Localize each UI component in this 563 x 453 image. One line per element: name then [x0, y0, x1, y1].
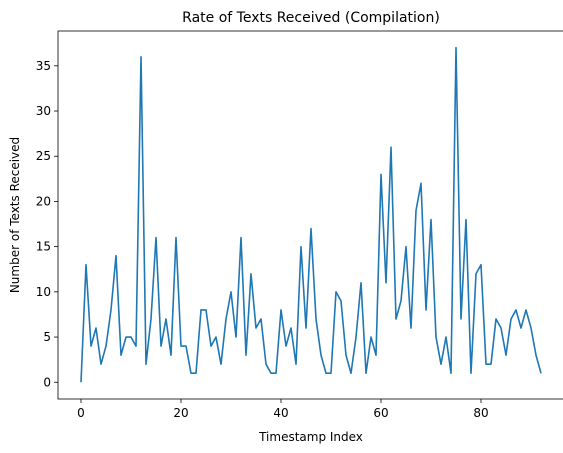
x-axis: 0 20 40 60 80: [77, 399, 489, 420]
x-tick-label: 60: [373, 406, 388, 420]
y-tick-label: 10: [36, 285, 51, 299]
y-tick-label: 0: [43, 375, 51, 389]
y-tick-label: 30: [36, 104, 51, 118]
x-tick-label: 80: [473, 406, 488, 420]
y-tick-label: 35: [36, 59, 51, 73]
x-tick-label: 0: [77, 406, 85, 420]
series-line-0: [80, 46, 542, 383]
x-axis-label: Timestamp Index: [258, 430, 363, 444]
y-axis: 0 5 10 15 20 25 30 35: [36, 59, 58, 389]
y-tick-label: 15: [36, 240, 51, 254]
y-tick-label: 25: [36, 149, 51, 163]
series-layer: [80, 46, 542, 383]
y-tick-label: 5: [43, 330, 51, 344]
y-axis-label: Number of Texts Received: [8, 137, 22, 293]
chart-title: Rate of Texts Received (Compilation): [182, 10, 440, 26]
y-tick-label: 20: [36, 194, 51, 208]
x-tick-label: 20: [173, 406, 188, 420]
plot-area-frame: [57, 30, 563, 400]
x-tick-label: 40: [273, 406, 288, 420]
